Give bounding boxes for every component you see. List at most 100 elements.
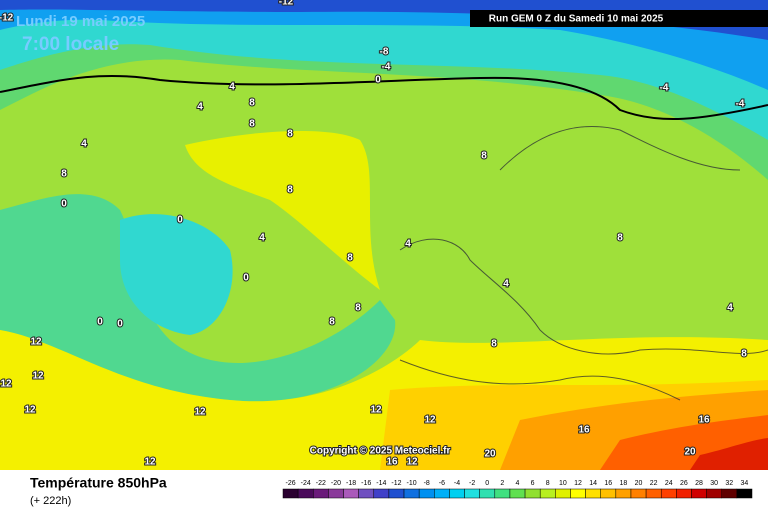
colorbar-label: -10	[407, 480, 417, 487]
contour-label: 12	[24, 405, 36, 416]
zero-isotherm	[0, 74, 768, 121]
colorbar-label: -8	[424, 480, 430, 487]
contour-label: 4	[727, 303, 733, 314]
colorbar-swatch	[313, 488, 329, 499]
colorbar-swatch	[645, 488, 662, 499]
colorbar-label: 2	[500, 480, 504, 487]
colorbar-swatch	[328, 488, 344, 499]
contour-label: 0	[177, 215, 183, 226]
contour-label: 20	[684, 447, 696, 458]
contour-label: 4	[197, 102, 203, 113]
colorbar-label: 14	[589, 480, 597, 487]
run-banner	[470, 10, 768, 27]
contour-label: -4	[736, 99, 745, 110]
contour-label: 12	[144, 457, 156, 468]
contour-label: 4	[503, 279, 509, 290]
contour-label: 8	[355, 303, 361, 314]
contour-label: 8	[249, 98, 255, 109]
colorbar-label: 10	[559, 480, 567, 487]
colorbar-swatch	[373, 488, 390, 499]
contour-label: 4	[259, 233, 265, 244]
contour-label: 16	[578, 425, 590, 436]
colorbar-label: 8	[546, 480, 550, 487]
colorbar-label: -2	[469, 480, 475, 487]
colorbar-label: 28	[695, 480, 703, 487]
contour-label: 8	[249, 119, 255, 130]
colorbar-label: 22	[650, 480, 658, 487]
colorbar-swatch	[509, 488, 526, 499]
colorbar-swatch	[539, 488, 556, 499]
colorbar-swatch	[555, 488, 571, 499]
contour-label: 0	[97, 317, 103, 328]
colorbar-swatch	[403, 488, 420, 499]
forecast-lead: (+ 222h)	[30, 495, 71, 507]
map-background	[0, 0, 768, 470]
contour-label: -12	[279, 0, 294, 8]
colorbar-label: 18	[620, 480, 628, 487]
contour-label: 20	[484, 449, 496, 460]
colorbar-swatch	[464, 488, 480, 499]
contour-label: -8	[380, 47, 389, 58]
colorbar-swatch	[630, 488, 647, 499]
colorbar-label: -24	[301, 480, 311, 487]
contour-label: 0	[61, 199, 67, 210]
colorbar-label: -12	[391, 480, 401, 487]
contour-label: 8	[617, 233, 623, 244]
colorbar-swatch	[600, 488, 617, 499]
contour-label: 12	[370, 405, 382, 416]
colorbar-label: 4	[516, 480, 520, 487]
colorbar-label: -16	[361, 480, 371, 487]
colorbar-label: 24	[665, 480, 673, 487]
colorbar-swatch	[494, 488, 511, 499]
colorbar-label: -6	[439, 480, 445, 487]
contour-label: 12	[194, 407, 206, 418]
date-label: Lundi 19 mai 2025	[16, 13, 145, 30]
colorbar-swatch	[282, 488, 299, 499]
contour-label: -4	[382, 62, 391, 73]
colorbar-label: 30	[710, 480, 718, 487]
contour-label: 4	[405, 239, 411, 250]
coastlines	[399, 125, 768, 401]
colorbar-label: -26	[286, 480, 296, 487]
colorbar-label: -4	[454, 480, 460, 487]
colorbar-swatch	[570, 488, 586, 499]
run-info: Run GEM 0 Z du Samedi 10 mai 2025	[489, 14, 664, 25]
colorbar-swatch	[479, 488, 496, 499]
colorbar-label: -14	[376, 480, 386, 487]
contour-label: 8	[491, 339, 497, 350]
contour-label: 8	[287, 185, 293, 196]
colorbar-label: -22	[316, 480, 326, 487]
colorbar-swatch	[297, 488, 314, 499]
contour-label: 0	[375, 75, 381, 86]
contour-label: 8	[287, 129, 293, 140]
colorbar-swatch	[676, 488, 692, 499]
colorbar-swatch	[524, 488, 541, 499]
colorbar-label: 34	[741, 480, 749, 487]
contour-label: 0	[243, 273, 249, 284]
colorbar: -26 -24 -22 -20 -18 -16 -14 -12 -10 -8 -6 -4 -2 0 2 4 6 8…	[282, 480, 753, 499]
colorbar-label: 16	[604, 480, 612, 487]
contour-label: 12	[424, 415, 436, 426]
colorbar-swatch	[721, 488, 738, 499]
contour-label: 12	[32, 371, 44, 382]
contour-label: 16	[386, 457, 398, 468]
colorbar-swatch	[706, 488, 722, 499]
copyright: Copyright © 2025 Meteociel.fr	[310, 446, 451, 457]
colorbar-swatch	[418, 488, 435, 499]
contour-label: -12	[0, 13, 14, 24]
colorbar-label: 20	[635, 480, 643, 487]
colorbar-label: 32	[725, 480, 733, 487]
colorbar-swatch	[615, 488, 632, 499]
contour-label: -4	[660, 83, 669, 94]
colorbar-label: 12	[574, 480, 582, 487]
colorbar-swatch	[343, 488, 359, 499]
colorbar-swatch	[691, 488, 707, 499]
contour-label: 4	[229, 82, 235, 93]
contour-label: 12	[0, 379, 12, 390]
colorbar-swatch	[434, 488, 450, 499]
contour-label: 12	[406, 457, 418, 468]
contour-label: 8	[61, 169, 67, 180]
contour-label: 4	[81, 139, 87, 150]
